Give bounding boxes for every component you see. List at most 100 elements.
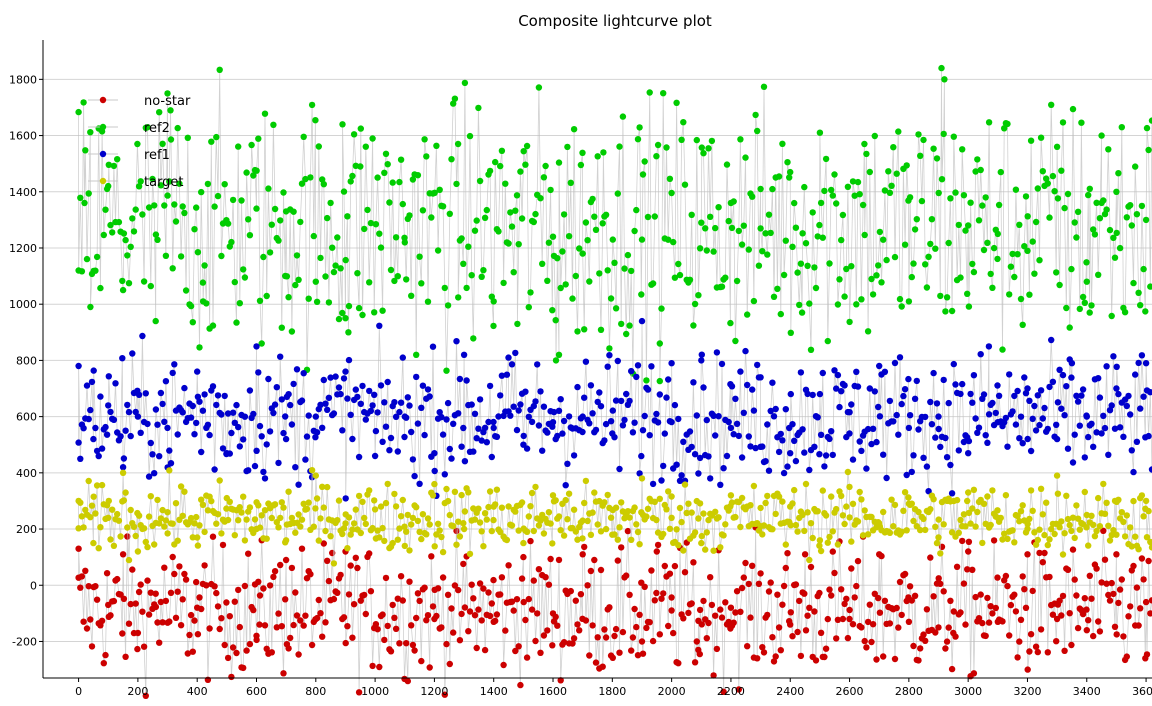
- data-point-ref1: [1111, 425, 1119, 432]
- data-point-ref1: [391, 399, 398, 406]
- data-point-no-star: [745, 580, 752, 588]
- data-point-ref2: [686, 276, 694, 283]
- data-point-ref1: [1048, 336, 1055, 344]
- data-point-no-star: [288, 564, 296, 572]
- data-point-ref2: [1046, 214, 1053, 221]
- data-point-ref2: [514, 320, 521, 328]
- data-point-ref2: [77, 194, 84, 201]
- data-point-ref1: [550, 408, 558, 416]
- data-point-ref1: [1031, 402, 1038, 410]
- data-point-target: [1051, 530, 1058, 538]
- data-point-ref2: [962, 227, 969, 234]
- data-point-target: [822, 512, 830, 519]
- data-point-ref2: [401, 239, 408, 246]
- data-point-ref2: [757, 185, 764, 193]
- data-point-ref1: [826, 435, 833, 443]
- data-point-ref2: [371, 309, 378, 316]
- data-point-ref1: [601, 437, 608, 444]
- data-point-no-star: [189, 648, 196, 655]
- data-point-target: [1071, 534, 1078, 542]
- data-point-ref1: [325, 394, 333, 401]
- data-point-target: [953, 496, 961, 504]
- data-point-ref1: [278, 396, 285, 403]
- data-point-ref2: [310, 232, 317, 240]
- data-point-target: [485, 503, 492, 511]
- data-point-ref2: [1078, 119, 1085, 126]
- data-point-ref1: [255, 369, 262, 376]
- data-point-no-star: [182, 576, 190, 583]
- data-point-ref1: [596, 389, 603, 396]
- data-point-no-star: [480, 585, 487, 592]
- data-point-no-star: [594, 634, 601, 641]
- data-point-ref2: [641, 158, 648, 165]
- data-point-ref2: [619, 113, 627, 120]
- data-point-target: [1043, 499, 1050, 506]
- data-point-target: [681, 481, 689, 488]
- data-point-no-star: [979, 619, 986, 627]
- data-point-no-star: [757, 570, 764, 577]
- data-point-ref2: [913, 216, 920, 223]
- data-point-no-star: [470, 595, 477, 602]
- data-point-no-star: [1148, 597, 1152, 604]
- data-point-no-star: [574, 621, 581, 628]
- data-point-ref1: [611, 434, 618, 441]
- data-point-ref2: [1069, 105, 1077, 113]
- data-point-ref2: [843, 265, 850, 273]
- data-point-ref1: [564, 460, 571, 467]
- data-point-no-star: [846, 615, 853, 623]
- data-point-target: [312, 472, 319, 479]
- data-point-ref1: [287, 401, 294, 409]
- data-point-ref2: [271, 205, 279, 213]
- data-point-target: [1058, 518, 1065, 525]
- data-point-target: [162, 517, 170, 524]
- data-point-no-star: [806, 604, 813, 611]
- data-point-ref1: [863, 465, 870, 472]
- data-point-ref2: [255, 135, 262, 142]
- data-point-ref1: [1127, 411, 1134, 418]
- data-point-no-star: [392, 625, 400, 632]
- data-point-target: [82, 506, 89, 514]
- data-point-ref2: [854, 178, 862, 186]
- data-point-ref1: [1016, 435, 1023, 442]
- data-point-ref1: [905, 424, 913, 432]
- data-point-ref2: [1051, 188, 1058, 195]
- data-point-ref1: [416, 480, 423, 487]
- data-point-no-star: [641, 583, 648, 590]
- data-point-no-star: [357, 597, 364, 604]
- data-point-ref1: [811, 443, 818, 450]
- data-point-ref1: [1019, 440, 1026, 447]
- data-point-ref1: [142, 390, 149, 397]
- data-point-no-star: [843, 595, 850, 602]
- data-point-target: [1054, 490, 1062, 497]
- data-point-no-star: [609, 654, 616, 661]
- y-tick-label: 1400: [9, 186, 37, 199]
- data-point-ref1: [251, 462, 259, 470]
- data-point-no-star: [231, 598, 238, 605]
- data-point-no-star: [624, 527, 632, 535]
- data-point-ref1: [75, 362, 82, 370]
- data-point-target: [859, 532, 867, 539]
- data-point-no-star: [671, 562, 679, 570]
- data-point-ref1: [312, 434, 319, 441]
- data-point-no-star: [381, 636, 388, 644]
- data-point-ref1: [468, 401, 475, 408]
- data-point-target: [846, 514, 853, 521]
- data-point-no-star: [142, 692, 149, 699]
- data-point-ref1: [772, 405, 779, 413]
- legend-marker: [99, 177, 107, 185]
- data-point-target: [829, 528, 836, 535]
- data-point-target: [115, 517, 123, 524]
- data-point-target: [404, 511, 411, 519]
- data-point-target: [169, 520, 176, 527]
- data-point-no-star: [498, 574, 506, 581]
- data-point-target: [1108, 531, 1115, 539]
- data-point-target: [120, 497, 128, 504]
- data-point-ref2: [744, 311, 751, 318]
- data-point-ref1: [780, 469, 788, 477]
- data-point-target: [769, 526, 776, 533]
- data-point-ref2: [965, 222, 972, 229]
- data-point-no-star: [1017, 616, 1025, 623]
- data-point-target: [251, 516, 259, 523]
- data-point-target: [1019, 502, 1026, 509]
- data-point-ref2: [344, 213, 351, 220]
